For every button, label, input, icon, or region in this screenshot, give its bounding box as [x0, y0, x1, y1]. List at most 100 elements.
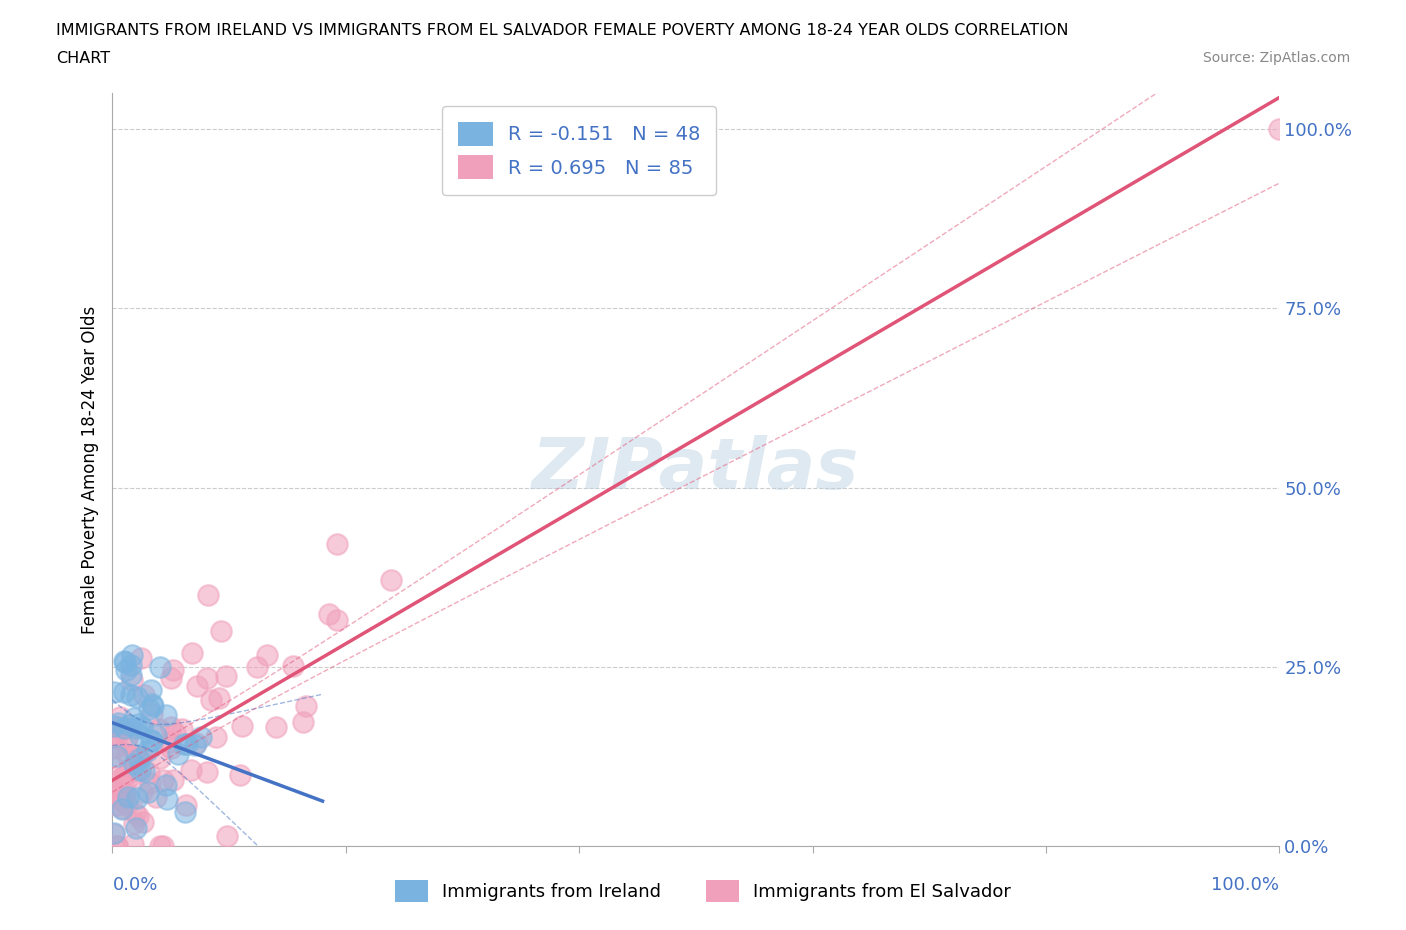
- Point: [128, 716, 150, 731]
- Point: [111, 769, 134, 784]
- Point: [103, 827, 125, 842]
- Point: [129, 763, 152, 777]
- Point: [124, 711, 146, 725]
- Point: [108, 789, 131, 804]
- Point: [186, 678, 208, 693]
- Point: [141, 683, 163, 698]
- Point: [197, 587, 219, 602]
- Point: [281, 658, 304, 673]
- Point: [122, 816, 145, 830]
- Point: [125, 760, 148, 775]
- Point: [172, 722, 194, 737]
- Point: [156, 791, 179, 806]
- Point: [110, 710, 132, 724]
- Point: [107, 839, 129, 854]
- Point: [292, 714, 315, 729]
- Point: [111, 801, 134, 816]
- Point: [160, 720, 183, 735]
- Point: [246, 659, 269, 674]
- Point: [229, 768, 252, 783]
- Point: [190, 730, 212, 745]
- Point: [125, 790, 148, 805]
- Point: [105, 749, 128, 764]
- Point: [195, 671, 218, 685]
- Point: [167, 747, 190, 762]
- Point: [1268, 122, 1291, 137]
- Point: [129, 749, 152, 764]
- Point: [149, 751, 172, 765]
- Point: [120, 688, 142, 703]
- Point: [173, 737, 195, 751]
- Point: [121, 837, 143, 852]
- Point: [127, 808, 149, 823]
- Point: [107, 839, 129, 854]
- Point: [138, 765, 160, 780]
- Y-axis label: Female Poverty Among 18-24 Year Olds: Female Poverty Among 18-24 Year Olds: [80, 306, 98, 633]
- Point: [128, 751, 150, 766]
- Point: [112, 723, 135, 737]
- Point: [256, 647, 278, 662]
- Point: [105, 739, 128, 754]
- Point: [118, 718, 141, 733]
- Point: [136, 744, 159, 759]
- Point: [103, 825, 125, 840]
- Point: [180, 646, 202, 661]
- Text: 0.0%: 0.0%: [112, 876, 157, 895]
- Point: [112, 721, 135, 736]
- Point: [127, 750, 149, 764]
- Point: [160, 671, 183, 685]
- Point: [325, 613, 347, 628]
- Point: [184, 737, 207, 752]
- Point: [294, 699, 316, 714]
- Point: [141, 734, 163, 749]
- Point: [141, 697, 163, 711]
- Point: [103, 782, 125, 797]
- Point: [111, 801, 134, 816]
- Point: [114, 654, 136, 669]
- Point: [132, 764, 155, 778]
- Point: [125, 820, 148, 835]
- Point: [207, 690, 229, 705]
- Point: [114, 787, 136, 802]
- Point: [131, 785, 153, 800]
- Point: [155, 777, 177, 792]
- Point: [197, 764, 219, 779]
- Point: [117, 729, 139, 744]
- Point: [121, 658, 143, 672]
- Point: [186, 736, 208, 751]
- Point: [117, 790, 139, 804]
- Point: [107, 716, 129, 731]
- Point: [125, 764, 148, 779]
- Point: [129, 651, 152, 666]
- Point: [104, 788, 127, 803]
- Point: [209, 624, 232, 639]
- Point: [180, 763, 202, 777]
- Point: [112, 777, 135, 792]
- Point: [114, 789, 136, 804]
- Point: [155, 708, 177, 723]
- Point: [115, 734, 138, 749]
- Point: [124, 747, 146, 762]
- Point: [110, 792, 132, 807]
- Point: [131, 720, 153, 735]
- Point: [200, 692, 222, 707]
- Point: [136, 784, 159, 799]
- Text: CHART: CHART: [56, 51, 110, 66]
- Point: [159, 734, 181, 749]
- Point: [125, 751, 148, 765]
- Point: [152, 773, 174, 788]
- Point: [215, 669, 238, 684]
- Point: [114, 773, 136, 788]
- Point: [217, 829, 239, 844]
- Point: [148, 722, 170, 737]
- Point: [115, 662, 138, 677]
- Point: [121, 672, 143, 687]
- Point: [104, 731, 127, 746]
- Point: [138, 701, 160, 716]
- Point: [145, 790, 167, 804]
- Point: [231, 719, 253, 734]
- Point: [114, 767, 136, 782]
- Text: IMMIGRANTS FROM IRELAND VS IMMIGRANTS FROM EL SALVADOR FEMALE POVERTY AMONG 18-2: IMMIGRANTS FROM IRELAND VS IMMIGRANTS FR…: [56, 23, 1069, 38]
- Point: [176, 798, 198, 813]
- Point: [142, 698, 165, 713]
